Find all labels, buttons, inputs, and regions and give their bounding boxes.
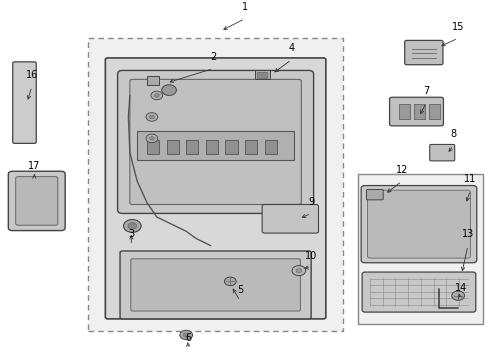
FancyBboxPatch shape: [262, 204, 318, 233]
Circle shape: [452, 291, 465, 300]
Circle shape: [146, 113, 158, 121]
Bar: [167, 140, 179, 154]
Bar: [147, 76, 159, 85]
Bar: [147, 140, 159, 154]
FancyBboxPatch shape: [430, 144, 455, 161]
Circle shape: [183, 333, 189, 337]
Bar: [414, 104, 425, 119]
Text: 11: 11: [465, 174, 476, 184]
Bar: [225, 140, 238, 154]
FancyBboxPatch shape: [8, 171, 65, 231]
Bar: [88, 38, 343, 332]
Text: 4: 4: [289, 43, 294, 53]
Bar: [186, 140, 198, 154]
Circle shape: [292, 266, 306, 276]
Bar: [358, 174, 483, 324]
Bar: [206, 140, 218, 154]
FancyBboxPatch shape: [131, 259, 300, 311]
Circle shape: [224, 277, 236, 285]
Text: 1: 1: [242, 2, 248, 12]
FancyBboxPatch shape: [390, 97, 443, 126]
Text: 12: 12: [395, 165, 408, 175]
Text: 7: 7: [423, 86, 429, 96]
Circle shape: [146, 134, 158, 143]
Text: 10: 10: [305, 251, 318, 261]
Text: 13: 13: [462, 229, 474, 239]
Bar: [399, 104, 410, 119]
Bar: [245, 140, 257, 154]
FancyBboxPatch shape: [367, 189, 383, 200]
Bar: [137, 131, 294, 160]
FancyBboxPatch shape: [118, 71, 314, 213]
Circle shape: [128, 223, 137, 229]
Circle shape: [151, 91, 163, 100]
Text: 6: 6: [186, 333, 192, 343]
FancyBboxPatch shape: [362, 272, 476, 312]
Text: 15: 15: [452, 22, 465, 32]
Text: 17: 17: [28, 161, 41, 171]
Text: 5: 5: [237, 285, 243, 294]
FancyBboxPatch shape: [13, 62, 36, 143]
Text: 14: 14: [454, 283, 466, 293]
Text: 8: 8: [450, 129, 456, 139]
FancyBboxPatch shape: [405, 40, 443, 65]
FancyBboxPatch shape: [361, 185, 477, 263]
Bar: [265, 140, 277, 154]
FancyBboxPatch shape: [105, 58, 326, 319]
Circle shape: [296, 269, 302, 273]
Bar: [257, 72, 267, 78]
Circle shape: [154, 94, 159, 97]
FancyBboxPatch shape: [120, 251, 311, 319]
Circle shape: [180, 330, 193, 339]
Circle shape: [123, 220, 141, 232]
FancyBboxPatch shape: [130, 79, 301, 204]
Circle shape: [162, 85, 176, 95]
Circle shape: [149, 136, 154, 140]
Bar: [255, 71, 270, 79]
Text: 2: 2: [210, 52, 216, 62]
Bar: [429, 104, 440, 119]
FancyBboxPatch shape: [16, 177, 58, 225]
Text: 16: 16: [26, 70, 38, 80]
Text: 3: 3: [128, 229, 134, 239]
Text: 9: 9: [308, 197, 314, 207]
FancyBboxPatch shape: [368, 190, 470, 258]
Circle shape: [149, 115, 154, 119]
